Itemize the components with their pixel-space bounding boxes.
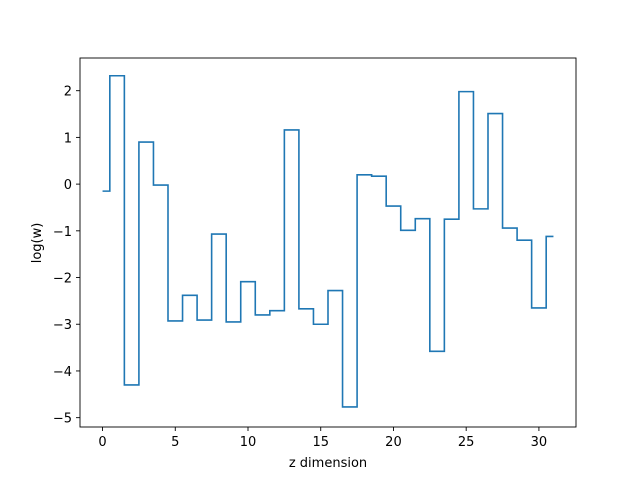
y-axis-label: log(w) — [30, 223, 45, 264]
x-tick-label: 20 — [385, 435, 402, 450]
y-tick-label: 2 — [64, 85, 72, 100]
axes-frame — [79, 57, 577, 428]
y-tick-label: −4 — [53, 365, 72, 380]
x-tick-label: 25 — [458, 435, 475, 450]
y-tick-label: 1 — [64, 131, 72, 146]
y-tick-label: −2 — [53, 272, 72, 287]
y-tick-label: 0 — [64, 178, 72, 193]
series-step-line — [102, 74, 554, 408]
y-tick-label: −5 — [53, 412, 72, 427]
x-tick-label: 5 — [171, 435, 179, 450]
x-axis-label: z dimension — [289, 456, 367, 471]
x-tick-label: 10 — [240, 435, 257, 450]
plot-area — [102, 74, 554, 408]
x-tick-label: 15 — [312, 435, 329, 450]
y-tick-label: −1 — [53, 225, 72, 240]
x-tick-label: 30 — [531, 435, 548, 450]
x-tick-label: 0 — [98, 435, 106, 450]
y-tick-label: −3 — [53, 318, 72, 333]
axes: 0 5 10 15 20 25 30 −5 −4 −3 −2 −1 0 1 2 — [53, 57, 577, 450]
